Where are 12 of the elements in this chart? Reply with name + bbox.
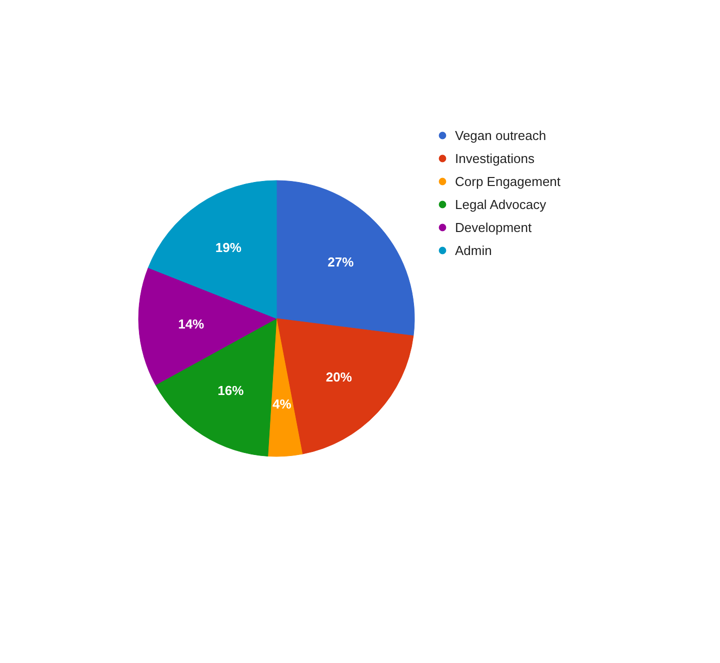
legend-label: Development bbox=[455, 218, 532, 237]
legend-label: Corp Engagement bbox=[455, 172, 561, 191]
legend-label: Vegan outreach bbox=[455, 126, 546, 145]
data-label: 19% bbox=[215, 240, 242, 256]
data-label: 27% bbox=[328, 254, 354, 270]
data-label: 16% bbox=[218, 383, 244, 398]
legend-label: Investigations bbox=[455, 150, 534, 168]
data-label: 4% bbox=[272, 396, 292, 412]
legend-label: Legal Advocacy bbox=[455, 196, 546, 214]
data-label: 20% bbox=[326, 370, 352, 385]
data-label: 14% bbox=[178, 316, 205, 332]
legend-label: Admin bbox=[455, 242, 492, 260]
